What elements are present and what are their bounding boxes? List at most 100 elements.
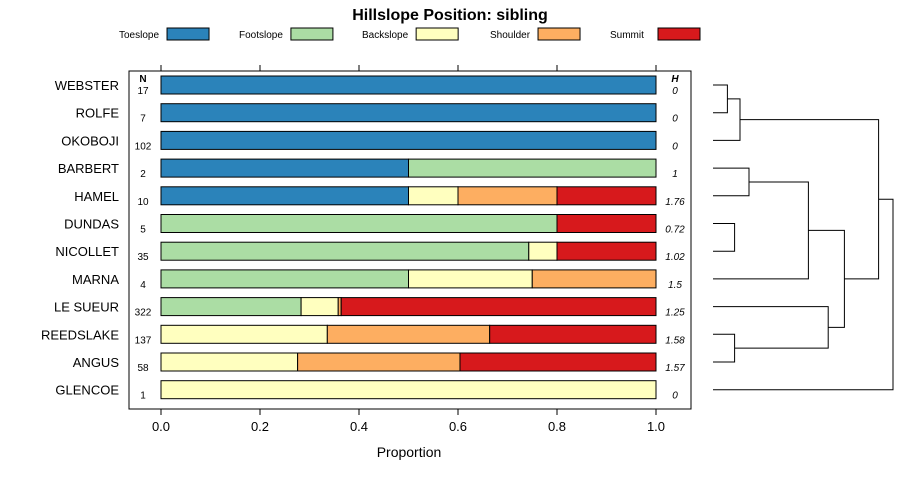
legend-label: Summit — [610, 30, 644, 41]
x-axis-title: Proportion — [377, 444, 442, 460]
h-value: 0 — [672, 114, 678, 125]
bar-segment — [340, 297, 657, 317]
category-label: ROLFE — [76, 106, 120, 121]
dendrogram-branch — [713, 98, 741, 141]
n-value: 1 — [140, 391, 146, 402]
bar-segment — [160, 269, 409, 289]
n-value: 7 — [140, 114, 146, 125]
h-value: 1.57 — [665, 363, 685, 374]
h-value: 1.25 — [665, 308, 685, 319]
dendrogram-branch — [713, 333, 736, 363]
chart-title: Hillslope Position: sibling — [352, 7, 548, 24]
h-column-header: H — [671, 74, 679, 85]
bar-segment — [531, 269, 657, 289]
x-tick-label: 0.4 — [350, 419, 368, 434]
bar-segment — [459, 352, 657, 372]
category-label: OKOBOJI — [61, 133, 119, 148]
n-value: 17 — [137, 86, 149, 97]
legend-swatch — [657, 27, 701, 41]
bar-segment — [408, 269, 533, 289]
dendrogram-branch — [808, 229, 845, 328]
dendrogram-branch — [713, 181, 809, 280]
bar-segment — [457, 186, 558, 206]
category-label: DUNDAS — [64, 217, 119, 232]
dendrogram-branch — [713, 84, 728, 114]
bar-segment — [297, 352, 461, 372]
dendrogram-branch — [713, 306, 829, 349]
bar-segment — [160, 186, 409, 206]
n-value: 35 — [137, 252, 149, 263]
h-value: 0 — [672, 141, 678, 152]
legend-label: Backslope — [362, 30, 409, 41]
bar-segment — [300, 297, 339, 317]
n-value: 58 — [137, 363, 149, 374]
bar-segment — [160, 158, 409, 178]
n-column-header: N — [139, 74, 146, 85]
dendrogram-branch — [713, 198, 894, 391]
legend-swatch — [166, 27, 210, 41]
n-value: 322 — [135, 308, 152, 319]
n-value: 2 — [140, 169, 146, 180]
h-value: 1.02 — [665, 252, 685, 263]
x-tick-label: 1.0 — [647, 419, 665, 434]
bar-segment — [160, 241, 530, 261]
bar-segment — [556, 241, 657, 261]
dendrogram — [713, 84, 894, 391]
legend: Toeslope Footslope Backslope Shoulder Summit — [119, 27, 701, 41]
bar-segment — [556, 214, 657, 233]
n-value: 102 — [135, 141, 152, 152]
n-value: 5 — [140, 225, 146, 236]
category-label: NICOLLET — [55, 244, 119, 259]
category-label: BARBERT — [58, 161, 119, 176]
category-label: LE SUEUR — [54, 300, 119, 315]
h-value: 0 — [672, 86, 678, 97]
bar-segment — [528, 241, 558, 261]
dendrogram-branch — [713, 167, 750, 197]
h-value: 0.72 — [665, 225, 685, 236]
bar-segment — [160, 103, 657, 123]
bar-segment — [160, 297, 302, 317]
h-value: 1.76 — [665, 197, 685, 208]
bar-segment — [160, 324, 328, 344]
category-label: WEBSTER — [55, 78, 119, 93]
bar-segment — [408, 186, 459, 206]
h-value: 0 — [672, 391, 678, 402]
category-label: REEDSLAKE — [41, 327, 119, 342]
category-label: HAMEL — [74, 189, 119, 204]
bar-segment — [160, 130, 657, 150]
bar-segment — [160, 214, 558, 233]
bar-segment — [326, 324, 491, 344]
h-value: 1.5 — [668, 280, 682, 291]
legend-label: Shoulder — [490, 30, 531, 41]
legend-swatch — [415, 27, 459, 41]
legend-label: Toeslope — [119, 30, 159, 41]
bar-segment — [556, 186, 657, 206]
n-value: 137 — [135, 335, 152, 346]
plot-frame — [128, 70, 692, 410]
h-value: 1 — [672, 169, 678, 180]
bars-layer — [160, 75, 657, 400]
bar-segment — [489, 324, 657, 344]
legend-label: Footslope — [239, 30, 283, 41]
row-labels: WEBSTER 17 0 ROLFE 7 0 OKOBOJI 102 0 BARBERT 2 1 HAM… — [41, 78, 685, 402]
category-label: MARNA — [72, 272, 119, 287]
bar-segment — [160, 380, 657, 400]
x-tick-label: 0.0 — [152, 419, 170, 434]
n-value: 4 — [140, 280, 146, 291]
bar-segment — [160, 75, 657, 95]
legend-swatch — [290, 27, 334, 41]
x-axis: 0.0 0.2 0.4 0.6 0.8 1.0 — [152, 65, 665, 434]
dendrogram-branch — [740, 119, 880, 280]
bar-segment — [160, 352, 299, 372]
x-tick-label: 0.8 — [548, 419, 566, 434]
h-value: 1.58 — [665, 335, 685, 346]
x-tick-label: 0.6 — [449, 419, 467, 434]
category-label: GLENCOE — [55, 383, 119, 398]
category-label: ANGUS — [73, 355, 120, 370]
x-tick-label: 0.2 — [251, 419, 269, 434]
legend-swatch — [537, 27, 581, 41]
bar-segment — [408, 158, 657, 178]
n-value: 10 — [137, 197, 149, 208]
dendrogram-branch — [713, 223, 736, 252]
